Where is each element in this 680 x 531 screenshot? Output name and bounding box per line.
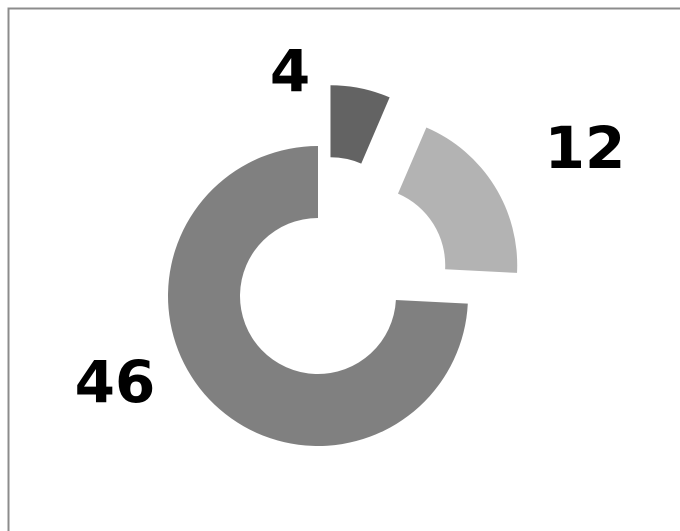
donut-segment bbox=[397, 127, 518, 273]
donut-segment bbox=[167, 146, 468, 446]
donut-segment bbox=[330, 85, 390, 164]
data-label: 46 bbox=[75, 348, 156, 416]
data-label: 12 bbox=[545, 114, 626, 182]
data-label: 4 bbox=[270, 37, 310, 105]
